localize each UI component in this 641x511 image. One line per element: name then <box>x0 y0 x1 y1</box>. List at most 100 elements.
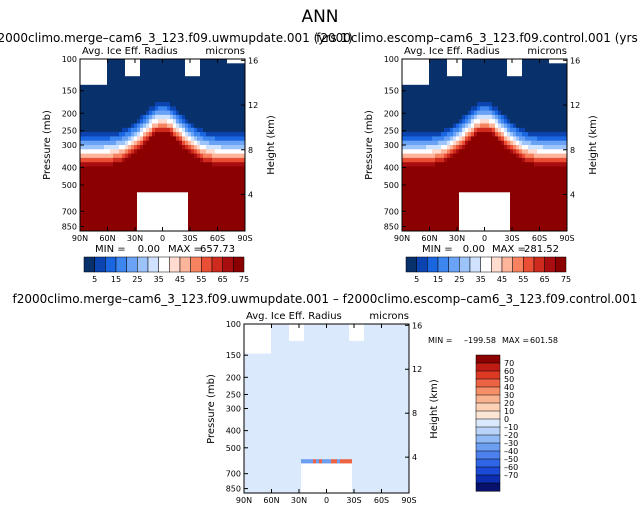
heatmap-cell <box>200 63 204 68</box>
heatmap-cell <box>489 71 493 77</box>
heatmap-cell <box>194 127 198 133</box>
heatmap-cell <box>513 192 517 197</box>
heatmap-cell <box>480 218 484 223</box>
heatmap-cell <box>444 114 448 120</box>
heatmap-cell <box>501 183 505 189</box>
heatmap-cell <box>221 80 225 86</box>
heatmap-cell <box>140 84 144 90</box>
heatmap-cell <box>534 218 538 223</box>
heatmap-cell <box>230 140 234 146</box>
heatmap-cell <box>253 459 257 464</box>
heatmap-cell <box>104 192 108 197</box>
heatmap-cell <box>528 218 532 223</box>
heatmap-cell <box>507 213 511 219</box>
heatmap-cell <box>561 136 565 142</box>
heatmap-cell <box>474 145 478 150</box>
heatmap-cell <box>465 76 469 81</box>
heatmap-cell <box>408 110 412 116</box>
heatmap-cell <box>209 183 213 189</box>
heatmap-cell <box>242 97 246 103</box>
heatmap-cell <box>558 84 562 90</box>
heatmap-cell <box>417 123 421 129</box>
heatmap-cell <box>528 188 532 193</box>
heatmap-cell <box>92 136 96 142</box>
heatmap-cell <box>191 205 195 210</box>
heatmap-cell <box>528 127 532 133</box>
heatmap-cell <box>197 226 201 232</box>
heatmap-cell <box>227 218 231 223</box>
heatmap-cell <box>101 213 105 219</box>
heatmap-cell <box>462 153 466 159</box>
heatmap-cell <box>218 213 222 219</box>
heatmap-cell <box>104 123 108 129</box>
heatmap-cell <box>546 136 550 142</box>
heatmap-cell <box>528 110 532 116</box>
heatmap-cell <box>98 188 102 193</box>
heatmap-cell <box>516 226 520 232</box>
heatmap-cell <box>510 123 514 129</box>
heatmap-cell <box>95 114 99 120</box>
heatmap-cell <box>215 175 219 180</box>
heatmap-cell <box>104 63 108 68</box>
heatmap-cell <box>89 145 93 150</box>
heatmap-cell <box>143 76 147 81</box>
heatmap-cell <box>244 395 248 401</box>
heatmap-cell <box>173 183 177 189</box>
heatmap-cell <box>230 93 234 99</box>
heatmap-cell <box>462 119 466 124</box>
heatmap-cell <box>250 332 254 338</box>
heatmap-cell <box>194 93 198 99</box>
heatmap-cell <box>239 157 243 163</box>
heatmap-cell <box>256 391 260 397</box>
heatmap-cell <box>92 192 96 197</box>
heatmap-cell <box>468 63 472 68</box>
height-tick-label: 8 <box>570 146 575 155</box>
heatmap-cell <box>408 114 412 120</box>
heatmap-cell <box>438 97 442 103</box>
heatmap-cell <box>441 157 445 163</box>
heatmap-cell <box>125 140 129 146</box>
heatmap-cell <box>402 179 406 185</box>
heatmap-cell <box>239 123 243 129</box>
heatmap-cell <box>510 127 514 133</box>
heatmap-cell <box>146 200 150 206</box>
heatmap-cell <box>555 106 559 111</box>
heatmap-cell <box>513 140 517 146</box>
heatmap-cell <box>453 205 457 210</box>
heatmap-cell <box>155 80 159 86</box>
heatmap-cell <box>474 200 478 206</box>
heatmap-cell <box>113 145 117 150</box>
heatmap-cell <box>206 140 210 146</box>
heatmap-cell <box>170 76 174 81</box>
heatmap-cell <box>528 140 532 146</box>
heatmap-cell <box>125 119 129 124</box>
heatmap-cell <box>86 80 90 86</box>
heatmap-cell <box>250 463 254 469</box>
heatmap-cell <box>140 170 144 176</box>
heatmap-cell <box>405 162 409 167</box>
heatmap-cell <box>176 145 180 150</box>
heatmap-cell <box>555 59 559 64</box>
heatmap-cell <box>546 123 550 129</box>
heatmap-cell <box>176 119 180 124</box>
heatmap-cell <box>143 188 147 193</box>
heatmap-cell <box>417 136 421 142</box>
heatmap-cell <box>125 157 129 163</box>
heatmap-cell <box>167 205 171 210</box>
heatmap-cell <box>191 102 195 107</box>
heatmap-cell <box>444 67 448 73</box>
heatmap-cell <box>218 71 222 77</box>
heatmap-cell <box>531 127 535 133</box>
heatmap-cell <box>262 488 266 494</box>
heatmap-cell <box>465 127 469 133</box>
heatmap-cell <box>224 213 228 219</box>
heatmap-cell <box>134 132 138 137</box>
heatmap-cell <box>498 205 502 210</box>
heatmap-cell <box>564 179 568 185</box>
heatmap-cell <box>262 467 266 473</box>
heatmap-cell <box>501 213 505 219</box>
heatmap-cell <box>456 63 460 68</box>
heatmap-cell <box>206 76 210 81</box>
heatmap-cell <box>227 183 231 189</box>
heatmap-cell <box>471 93 475 99</box>
